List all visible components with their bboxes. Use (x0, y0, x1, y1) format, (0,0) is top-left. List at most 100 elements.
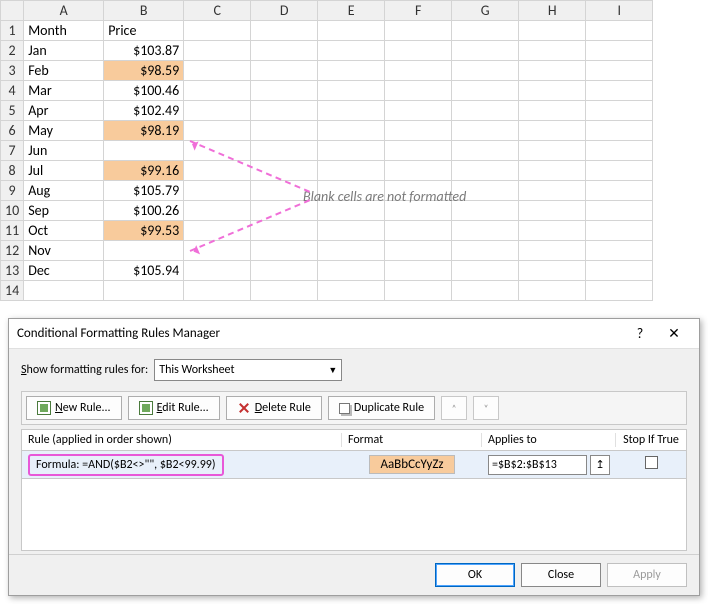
col-header-I[interactable]: I (586, 1, 653, 21)
cell[interactable] (586, 221, 653, 241)
rule-row[interactable]: Formula: =AND($B2<>"", $B2<99.99) AaBbCc… (21, 451, 687, 479)
col-header-H[interactable]: H (519, 1, 586, 21)
col-header-F[interactable]: F (385, 1, 452, 21)
cell[interactable]: $103.87 (104, 41, 184, 61)
cell[interactable] (452, 61, 519, 81)
cell[interactable] (452, 241, 519, 261)
cell[interactable] (586, 81, 653, 101)
ok-button[interactable]: OK (435, 563, 515, 587)
cell[interactable] (318, 21, 385, 41)
cell[interactable] (251, 281, 318, 301)
select-all-corner[interactable] (1, 1, 24, 21)
cell[interactable] (519, 61, 586, 81)
cell[interactable] (184, 101, 251, 121)
cell[interactable] (586, 201, 653, 221)
cell[interactable] (385, 241, 452, 261)
cell[interactable]: Sep (24, 201, 104, 221)
cell[interactable]: Mar (24, 81, 104, 101)
cell[interactable] (251, 61, 318, 81)
row-header[interactable]: 3 (1, 61, 24, 81)
cell[interactable] (318, 101, 385, 121)
cell[interactable] (385, 141, 452, 161)
cell[interactable] (519, 21, 586, 41)
cell[interactable] (184, 41, 251, 61)
cell[interactable] (452, 281, 519, 301)
cell[interactable] (519, 161, 586, 181)
cell[interactable]: $99.53 (104, 221, 184, 241)
cell[interactable] (318, 241, 385, 261)
cell[interactable] (251, 81, 318, 101)
cell[interactable]: Jul (24, 161, 104, 181)
cell[interactable] (251, 21, 318, 41)
close-dialog-button[interactable]: Close (521, 563, 601, 587)
cell[interactable] (385, 281, 452, 301)
cell[interactable] (251, 101, 318, 121)
cell[interactable]: Apr (24, 101, 104, 121)
cell[interactable] (251, 41, 318, 61)
cell[interactable] (184, 21, 251, 41)
cell[interactable]: $105.94 (104, 261, 184, 281)
col-header-B[interactable]: B (104, 1, 184, 21)
move-up-button[interactable]: ˄ (441, 396, 467, 420)
cell[interactable] (385, 121, 452, 141)
cell[interactable] (519, 121, 586, 141)
cell[interactable] (318, 121, 385, 141)
cell[interactable] (586, 61, 653, 81)
delete-rule-button[interactable]: Delete Rule (226, 396, 322, 420)
cell[interactable] (519, 81, 586, 101)
cell[interactable] (452, 221, 519, 241)
cell[interactable] (318, 281, 385, 301)
cell[interactable] (184, 61, 251, 81)
cell[interactable] (385, 61, 452, 81)
cell[interactable] (519, 101, 586, 121)
cell[interactable] (251, 241, 318, 261)
cell[interactable] (318, 161, 385, 181)
cell[interactable] (184, 81, 251, 101)
col-header-G[interactable]: G (452, 1, 519, 21)
cell[interactable] (586, 41, 653, 61)
row-header[interactable]: 8 (1, 161, 24, 181)
cell[interactable]: $100.46 (104, 81, 184, 101)
cell[interactable] (385, 221, 452, 241)
cell[interactable]: $100.26 (104, 201, 184, 221)
row-header[interactable]: 14 (1, 281, 24, 301)
cell[interactable] (519, 241, 586, 261)
row-header[interactable]: 5 (1, 101, 24, 121)
cell[interactable] (452, 41, 519, 61)
cell[interactable] (385, 21, 452, 41)
cell[interactable]: Price (104, 21, 184, 41)
cell[interactable] (24, 281, 104, 301)
cell[interactable] (586, 261, 653, 281)
cell[interactable] (586, 181, 653, 201)
cell[interactable] (385, 101, 452, 121)
cell[interactable] (184, 181, 251, 201)
move-down-button[interactable]: ˅ (473, 396, 499, 420)
cell[interactable] (184, 281, 251, 301)
cell[interactable] (184, 201, 251, 221)
help-button[interactable]: ? (623, 325, 657, 342)
cell[interactable]: Feb (24, 61, 104, 81)
row-header[interactable]: 10 (1, 201, 24, 221)
cell[interactable] (452, 81, 519, 101)
cell[interactable]: Jan (24, 41, 104, 61)
cell[interactable] (385, 81, 452, 101)
cell[interactable] (452, 161, 519, 181)
cell[interactable] (104, 241, 184, 261)
cell[interactable] (519, 41, 586, 61)
close-button[interactable]: ✕ (657, 325, 691, 342)
cell[interactable]: Dec (24, 261, 104, 281)
duplicate-rule-button[interactable]: Duplicate Rule (328, 396, 435, 420)
cell[interactable] (519, 141, 586, 161)
cell[interactable] (318, 41, 385, 61)
cell[interactable] (586, 241, 653, 261)
cell[interactable]: May (24, 121, 104, 141)
cell[interactable] (586, 21, 653, 41)
cell[interactable] (184, 261, 251, 281)
cell[interactable] (586, 121, 653, 141)
cell[interactable] (452, 21, 519, 41)
cell[interactable] (586, 161, 653, 181)
cell[interactable] (385, 161, 452, 181)
edit-rule-button[interactable]: Edit Rule... (128, 396, 220, 420)
cell[interactable]: Month (24, 21, 104, 41)
cell[interactable] (184, 121, 251, 141)
